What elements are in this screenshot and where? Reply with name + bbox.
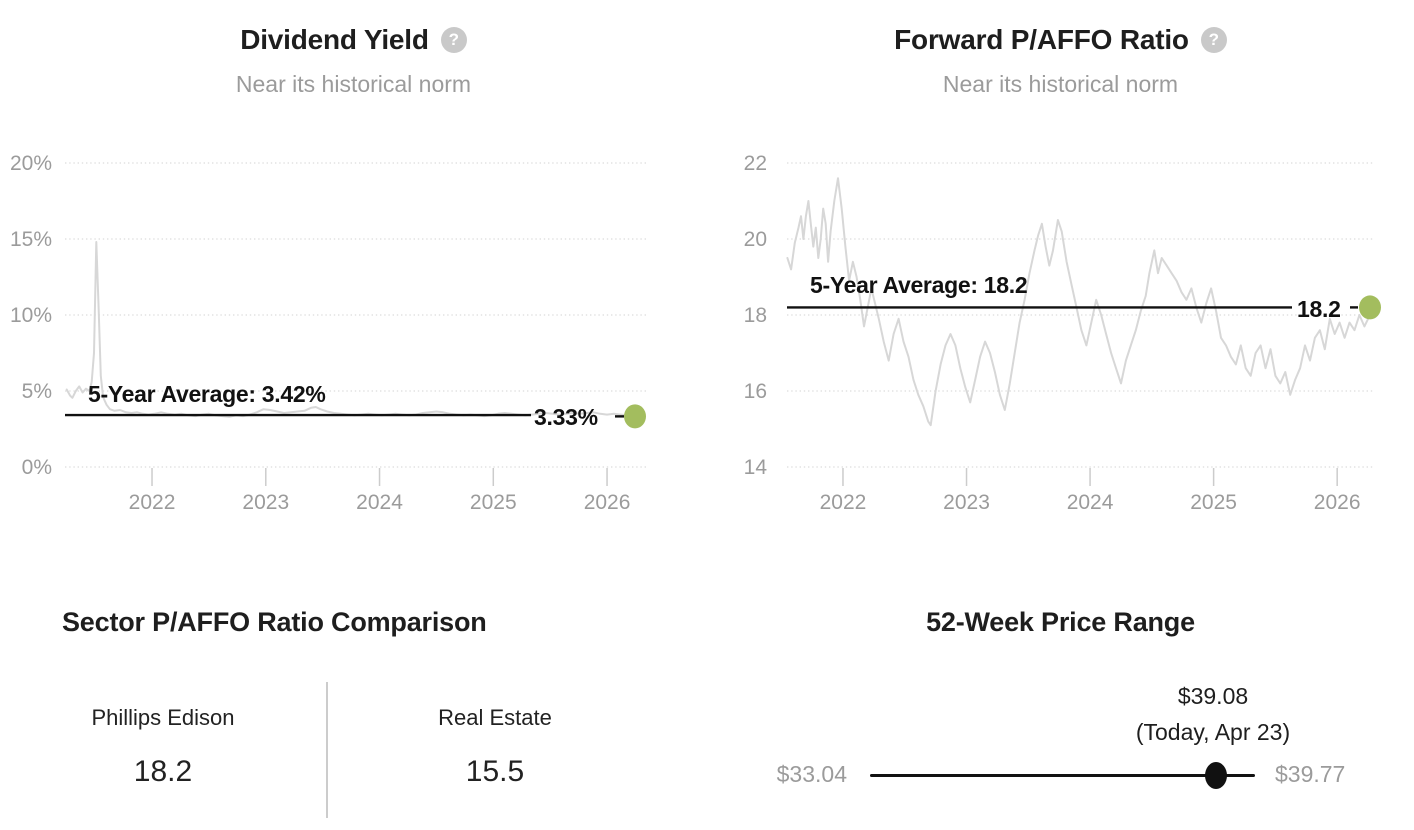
dividend-yield-panel: Dividend Yield ? Near its historical nor…: [0, 0, 707, 560]
current-value-annotation: 18.2: [1297, 296, 1341, 322]
current-value-annotation: 3.33%: [534, 404, 598, 430]
comparison-column-company: Phillips Edison 18.2: [0, 705, 326, 789]
dividend-yield-chart[interactable]: 20% 15% 10% 5% 0% 2022 2023 2024 2025 2026: [0, 130, 707, 530]
sector-comparison-panel: Sector P/AFFO Ratio Comparison Phillips …: [0, 560, 707, 830]
chart-subtitle: Near its historical norm: [942, 71, 1179, 97]
five-year-average-annotation: 5-Year Average: 3.42%: [88, 381, 326, 407]
y-axis-label: 0%: [22, 456, 52, 479]
y-axis-label: 22: [744, 152, 767, 175]
column-label: Real Estate: [438, 705, 552, 730]
range-high-label: $39.77: [1275, 761, 1346, 787]
range-low-label: $33.04: [776, 761, 847, 787]
y-axis-label: 20%: [10, 152, 52, 175]
column-label: Phillips Edison: [91, 705, 235, 730]
range-track: [870, 774, 1255, 777]
y-axis-label: 20: [744, 228, 767, 251]
five-year-average-annotation: 5-Year Average: 18.2: [810, 272, 1028, 298]
current-value-marker: [624, 404, 646, 429]
y-axis-label: 16: [744, 380, 767, 403]
paffo-ratio-panel: Forward P/AFFO Ratio ? Near its historic…: [707, 0, 1414, 560]
price-range-panel: 52-Week Price Range $39.08 (Today, Apr 2…: [707, 560, 1414, 830]
x-axis-label: 2025: [1190, 491, 1237, 514]
help-icon[interactable]: ?: [440, 27, 467, 53]
x-axis-label: 2026: [1314, 491, 1361, 514]
range-current-price: $39.08: [1177, 683, 1249, 709]
x-axis-label: 2026: [584, 491, 631, 514]
chart-title-row: Dividend Yield ?: [0, 0, 707, 56]
paffo-ratio-chart[interactable]: 22 20 18 16 14 2022 2023 2024 2025 2026: [707, 130, 1414, 530]
range-current-note: (Today, Apr 23): [1135, 719, 1291, 745]
x-axis-label: 2025: [470, 491, 517, 514]
y-axis-label: 10%: [10, 304, 52, 327]
x-axis-label: 2023: [943, 491, 990, 514]
chart-subtitle: Near its historical norm: [235, 71, 472, 97]
x-axis-label: 2024: [1067, 491, 1114, 514]
sector-comparison-title: Sector P/AFFO Ratio Comparison: [62, 607, 487, 637]
range-current-marker: [1205, 762, 1227, 789]
column-value: 18.2: [133, 755, 193, 788]
y-axis-label: 18: [744, 304, 767, 327]
series-line: [65, 241, 641, 418]
series-line: [786, 177, 1373, 427]
comparison-column-sector: Real Estate 15.5: [330, 705, 660, 789]
x-axis-label: 2022: [129, 491, 176, 514]
y-axis-label: 14: [744, 456, 768, 479]
column-divider: [326, 682, 328, 818]
dividend-yield-title: Dividend Yield: [240, 24, 429, 55]
x-axis-label: 2024: [356, 491, 403, 514]
x-axis-label: 2023: [242, 491, 289, 514]
price-range-title: 52-Week Price Range: [926, 607, 1195, 637]
current-value-marker: [1359, 295, 1381, 320]
y-axis-label: 5%: [22, 380, 52, 403]
x-axis-label: 2022: [820, 491, 867, 514]
chart-title-row: Forward P/AFFO Ratio ?: [707, 0, 1414, 56]
y-axis-label: 15%: [10, 228, 52, 251]
column-value: 15.5: [465, 755, 525, 788]
help-icon[interactable]: ?: [1200, 27, 1227, 53]
paffo-ratio-title: Forward P/AFFO Ratio: [894, 24, 1189, 55]
